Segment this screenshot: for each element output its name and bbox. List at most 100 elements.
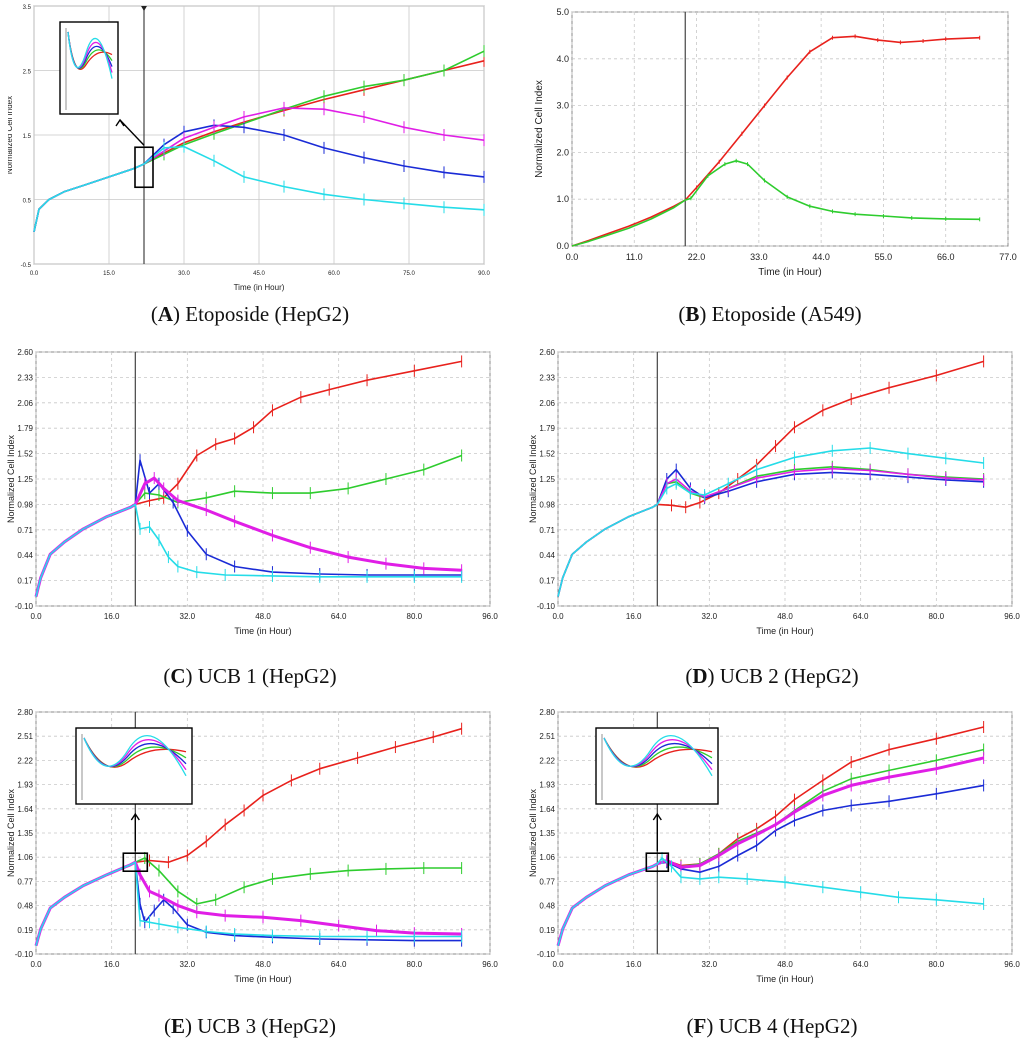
y-tick-label: 1.79: [539, 424, 555, 433]
panel-b: 0.0 1.0 2.0 3.0 4.0 5.0 0.0 11.0 22.0 33.0 44.0 55.…: [520, 0, 1024, 335]
y-tick-label: 0.17: [17, 577, 33, 586]
y-tick-label: 2.60: [17, 348, 33, 357]
zoom-arrowhead-icon: [130, 812, 140, 821]
x-tick-label: 96.0: [482, 960, 498, 969]
inset-curve-cyan: [67, 31, 113, 79]
y-tick-label: 1.79: [17, 424, 33, 433]
marker-arrow-icon: [141, 6, 147, 11]
y-tick-label: 0.5: [23, 199, 32, 205]
caption-c: (C) UCB 1 (HepG2): [163, 664, 337, 688]
caption-d-text: UCB 2 (HepG2): [719, 664, 859, 688]
panel-f: -0.10 0.19 0.48 0.77 1.06 1.35 1.64 1.93 2.22 2.5…: [522, 702, 1024, 1046]
x-tick-label: 0.0: [30, 612, 42, 621]
y-tick-label: 1.06: [539, 853, 555, 862]
x-tick-label: 64.0: [853, 612, 869, 621]
panel-c: -0.10 0.17 0.44 0.71 0.98 1.25 1.52 1.79 2.06 2.3…: [0, 342, 500, 697]
y-tick-label: 1.35: [539, 829, 555, 838]
x-tick-label: 66.0: [937, 252, 955, 262]
y-tick-label: 2.80: [539, 708, 555, 717]
x-tick-label: 0.0: [566, 252, 579, 262]
y-tick-label: 4.0: [556, 54, 569, 64]
inset-curve-cyan: [83, 735, 187, 777]
y-tick-label: -0.10: [537, 602, 556, 611]
y-tick-label: 2.60: [539, 348, 555, 357]
x-tick-label: 0.0: [552, 960, 564, 969]
y-tick-label: 0.44: [17, 551, 33, 560]
y-axis-label: Normalized Cell Index: [534, 80, 545, 178]
caption-b: (B) Etoposide (A549): [678, 302, 862, 326]
inset-curve-cyan: [603, 735, 713, 777]
y-tick-label: 0.48: [17, 902, 33, 911]
caption-a-text: Etoposide (HepG2): [185, 302, 350, 326]
x-tick-label: 80.0: [929, 960, 945, 969]
y-tick-label: 1.52: [539, 450, 555, 459]
y-tick-label: 0.17: [539, 577, 555, 586]
caption-d: (D) UCB 2 (HepG2): [685, 664, 859, 688]
y-tick-label: 2.06: [539, 399, 555, 408]
x-tick-label: 32.0: [180, 612, 196, 621]
x-tick-label: 0.0: [30, 960, 42, 969]
y-tick-label: 0.44: [539, 551, 555, 560]
y-tick-label: 2.33: [17, 373, 33, 382]
chart-c: -0.10 0.17 0.44 0.71 0.98 1.25 1.52 1.79 2.06 2.3…: [6, 348, 498, 636]
caption-c-letter: C: [170, 664, 186, 688]
chart-f: -0.10 0.19 0.48 0.77 1.06 1.35 1.64 1.93 2.22 2.5…: [528, 708, 1020, 984]
caption-f: (F) UCB 4 (HepG2): [686, 1014, 858, 1038]
plot-area-b: [571, 11, 1009, 247]
caption-a-letter: A: [157, 302, 174, 326]
y-tick-label: -0.10: [15, 950, 34, 959]
caption-b-letter: B: [685, 302, 700, 326]
y-axis-label: Normalized Cell Index: [8, 96, 14, 174]
y-tick-label: 1.25: [539, 475, 555, 484]
x-tick-label: 15.0: [103, 271, 115, 277]
y-tick-label: 2.0: [556, 147, 569, 157]
x-tick-label: 16.0: [626, 960, 642, 969]
caption-c-text: UCB 1 (HepG2): [197, 664, 337, 688]
caption-e: (E) UCB 3 (HepG2): [163, 1014, 337, 1038]
x-tick-label: 96.0: [482, 612, 498, 621]
series-line-cyan: [557, 447, 984, 597]
x-tick-label: 64.0: [853, 960, 869, 969]
series-line-cyan: [35, 503, 462, 597]
caption-e-letter: E: [170, 1014, 185, 1038]
zoom-box: [645, 852, 670, 873]
y-tick-label: 2.22: [539, 756, 555, 765]
inset-a: [59, 21, 154, 189]
y-tick-label: 1.35: [17, 829, 33, 838]
x-tick-label: 90.0: [478, 271, 490, 277]
zoom-arrowhead-icon: [115, 118, 125, 127]
y-tick-label: -0.5: [21, 263, 32, 269]
x-tick-label: 48.0: [255, 960, 271, 969]
x-tick-label: 60.0: [328, 271, 340, 277]
x-tick-label: 77.0: [999, 252, 1017, 262]
chart-e: -0.10 0.19 0.48 0.77 1.06 1.35 1.64 1.93 2.22 2.5…: [6, 708, 498, 984]
y-tick-label: 1.93: [17, 781, 33, 790]
y-tick-label: 0.19: [539, 926, 555, 935]
y-tick-label: 2.51: [539, 732, 555, 741]
y-tick-label: 2.33: [539, 373, 555, 382]
caption-b-text: Etoposide (A549): [711, 302, 862, 326]
x-axis-label: Time (in Hour): [234, 974, 291, 984]
y-tick-label: -0.10: [537, 950, 556, 959]
panel-d: -0.10 0.17 0.44 0.71 0.98 1.25 1.52 1.79 2.06 2.3…: [522, 342, 1024, 697]
x-tick-label: 33.0: [750, 252, 768, 262]
caption-f-text: UCB 4 (HepG2): [718, 1014, 858, 1038]
x-tick-label: 0.0: [552, 612, 564, 621]
x-tick-label: 80.0: [407, 960, 423, 969]
y-tick-label: 0.0: [556, 241, 569, 251]
x-axis-label: Time (in Hour): [756, 626, 813, 636]
caption-f-letter: F: [693, 1014, 707, 1038]
y-axis-label: Normalized Cell Index: [6, 434, 16, 523]
y-tick-label: 0.71: [539, 526, 555, 535]
y-tick-label: 0.71: [17, 526, 33, 535]
y-tick-label: 3.5: [23, 5, 32, 11]
y-tick-label: 5.0: [556, 7, 569, 17]
y-tick-label: 0.77: [17, 877, 33, 886]
y-axis-label: Normalized Cell Index: [528, 788, 538, 877]
y-tick-label: 0.77: [539, 877, 555, 886]
x-axis-label: Time (in Hour): [234, 283, 285, 292]
x-axis-label: Time (in Hour): [234, 626, 291, 636]
series-line-cyan: [33, 145, 485, 232]
y-tick-label: 2.80: [17, 708, 33, 717]
caption-e-text: UCB 3 (HepG2): [197, 1014, 337, 1038]
